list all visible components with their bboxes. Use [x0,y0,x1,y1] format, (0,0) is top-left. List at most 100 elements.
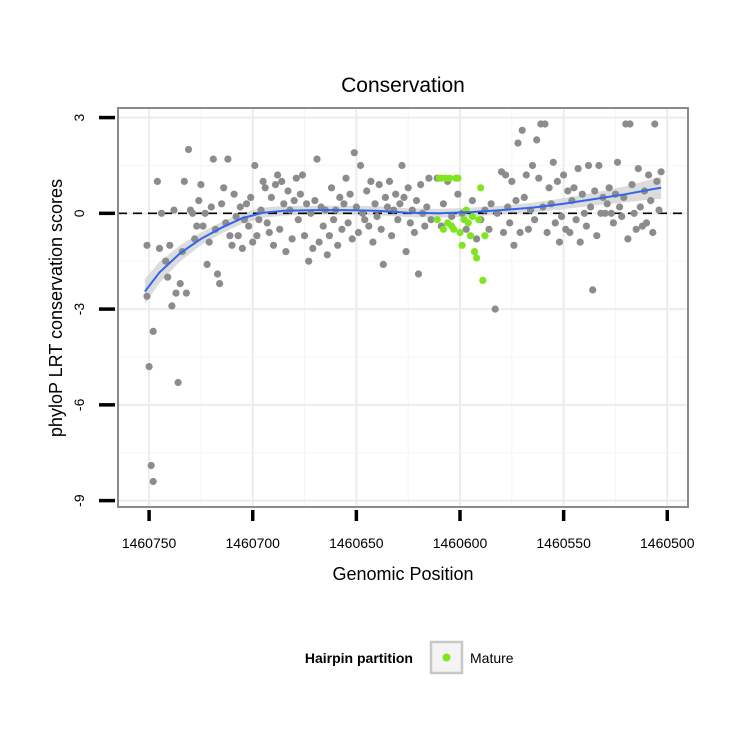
data-point [342,174,350,182]
data-point [319,222,327,230]
data-point [315,238,323,246]
data-point [213,270,222,278]
data-point [182,289,190,297]
data-point [334,241,342,249]
data-point [157,209,166,217]
y-axis-label: phyloP LRT conservation scores [46,179,66,437]
legend-key-box [429,640,464,675]
data-point [649,228,657,237]
data-point [278,177,286,185]
data-point [191,235,199,243]
data-point [352,203,360,211]
data-point [616,203,624,211]
data-point [303,200,311,208]
data-point [398,161,406,170]
data-point [203,260,211,268]
data-point [346,190,354,198]
data-point [207,203,215,211]
data-point [172,289,180,297]
data-point [508,177,516,185]
data-point [226,232,234,240]
y-tick-label: -9 [71,494,87,507]
plot-border [117,107,689,508]
data-point [404,184,412,192]
data-point [392,190,400,198]
data-point [657,168,665,176]
y-tick-label: -3 [71,303,87,316]
data-point [290,197,298,205]
data-point [325,232,333,240]
data-point [261,184,269,192]
data-point [267,193,275,201]
data-point [356,161,365,170]
data-point [193,222,201,230]
data-point [170,206,178,214]
data-point [354,228,362,237]
data-point [425,174,433,182]
data-point [242,200,251,208]
data-point [205,238,213,246]
data-point [605,184,613,192]
data-point [249,238,257,246]
data-point [253,232,261,240]
mature-point [473,254,481,262]
data-point [294,216,302,224]
data-point [468,197,476,205]
data-point [176,280,184,288]
data-point [166,241,174,249]
data-point [591,187,599,195]
data-point [292,174,300,182]
data-point [245,222,253,230]
mature-point [470,248,479,256]
data-point [274,171,282,179]
data-point [371,200,379,208]
data-point [595,161,603,170]
data-points [143,120,665,486]
data-point [375,181,383,189]
data-point [284,187,292,195]
data-point [296,190,304,198]
data-point [201,209,209,217]
legend-entry-mature: Mature [470,650,514,666]
data-point [510,241,518,249]
data-point [184,145,193,154]
mature-point [475,216,483,224]
data-point [570,184,578,192]
data-point [307,209,315,217]
data-point [632,225,640,233]
data-point [454,190,462,198]
data-point [180,177,188,185]
data-point [499,228,508,237]
data-point [265,228,273,237]
x-tick-label: 1460750 [122,535,177,551]
data-point [385,177,394,185]
data-point [143,241,151,249]
data-point [189,209,197,217]
data-point [323,251,331,259]
data-point [541,120,549,128]
axes: 1460750 1460700 1460650 1460600 1460550 14605… [71,113,695,551]
data-point [361,216,369,224]
data-point [255,216,263,224]
data-point [487,200,495,208]
mature-point [456,228,464,237]
data-point [149,477,157,486]
data-point [336,193,344,201]
data-point [560,171,568,179]
data-point [251,161,259,170]
legend-key-mature [442,653,451,662]
data-point [174,378,182,387]
data-point [168,302,176,310]
data-point [572,216,580,224]
legend: Hairpin partition Mature [305,640,514,675]
data-point [402,248,410,256]
data-point [439,200,447,208]
mature-point [481,232,489,240]
data-point [388,232,396,240]
data-point [427,216,435,224]
data-point [491,305,499,313]
data-point [493,209,501,217]
data-point [269,241,278,249]
data-point [634,165,642,173]
